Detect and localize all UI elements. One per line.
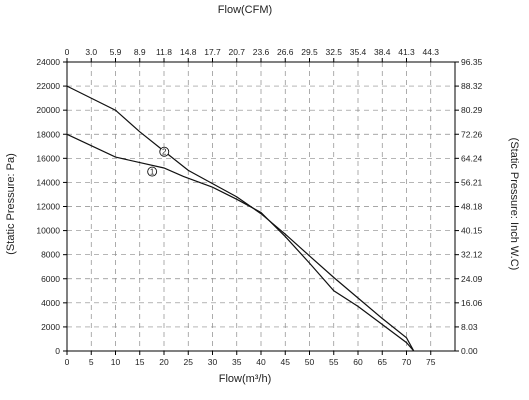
y-right-tick-label: 56.21 xyxy=(461,177,483,187)
curve-marker-circle xyxy=(147,166,158,177)
y-left-tick-label: 4000 xyxy=(41,298,60,308)
x-top-tick-label: 44.3 xyxy=(422,47,439,57)
x-bottom-tick-label: 0 xyxy=(65,357,70,367)
grid xyxy=(67,62,455,351)
y-right-tick-label: 96.35 xyxy=(461,57,483,67)
y-right-tick-label: 0.00 xyxy=(461,346,478,356)
y-right-tick-label: 48.18 xyxy=(461,202,483,212)
x-bottom-tick-label: 45 xyxy=(281,357,291,367)
curves xyxy=(66,85,415,352)
y-left-tick-label: 6000 xyxy=(41,274,60,284)
y-right-tick-label: 24.09 xyxy=(461,274,483,284)
x-bottom-tick-label: 35 xyxy=(232,357,242,367)
x-top-tick-label: 32.5 xyxy=(325,47,342,57)
x-bottom-tick-label: 50 xyxy=(305,357,315,367)
x-top-tick-label: 41.3 xyxy=(398,47,415,57)
x-top-tick-label: 8.9 xyxy=(134,47,146,57)
x-top-tick-label: 35.4 xyxy=(350,47,367,57)
x-bottom-tick-label: 25 xyxy=(184,357,194,367)
x-bottom-axis-title: Flow(m³/h) xyxy=(219,373,272,385)
curve-marker-1: 1 xyxy=(147,166,158,177)
x-top-tick-label: 14.8 xyxy=(180,47,197,57)
y-left-tick-label: 20000 xyxy=(36,105,60,115)
y-left-axis-title: (Static Pressure: Pa) xyxy=(5,153,17,254)
curve-2 xyxy=(66,85,415,352)
y-right-tick-label: 32.12 xyxy=(461,250,483,260)
x-top-axis-title: Flow(CFM) xyxy=(218,4,272,16)
y-left-tick-label: 8000 xyxy=(41,250,60,260)
x-bottom-tick-label: 60 xyxy=(353,357,363,367)
x-bottom-tick-label: 40 xyxy=(256,357,266,367)
x-bottom-tick-label: 75 xyxy=(426,357,436,367)
y-left-tick-label: 10000 xyxy=(36,226,60,236)
curve-1 xyxy=(66,133,415,352)
x-top-tick-label: 17.7 xyxy=(204,47,221,57)
x-top-tick-label: 26.6 xyxy=(277,47,294,57)
curve-marker-label: 2 xyxy=(162,148,167,157)
y-left-tick-label: 2000 xyxy=(41,322,60,332)
y-left-tick-label: 22000 xyxy=(36,81,60,91)
x-bottom-tick-label: 70 xyxy=(402,357,412,367)
y-left-tick-label: 14000 xyxy=(36,177,60,187)
x-bottom-tick-label: 30 xyxy=(208,357,218,367)
y-left-tick-label: 18000 xyxy=(36,129,60,139)
x-top-tick-label: 0 xyxy=(65,47,70,57)
x-bottom-tick-label: 65 xyxy=(378,357,388,367)
x-top-tick-label: 11.8 xyxy=(156,47,172,57)
y-left-tick-label: 16000 xyxy=(36,153,60,163)
y-left-tick-label: 0 xyxy=(55,346,60,356)
y-right-tick-label: 16.06 xyxy=(461,298,483,308)
y-right-tick-label: 40.15 xyxy=(461,226,483,236)
y-right-tick-label: 8.03 xyxy=(461,322,478,332)
y-right-axis-title: (Static Pressure: Inch W.C) xyxy=(508,138,520,271)
x-bottom-tick-label: 5 xyxy=(89,357,94,367)
y-left-tick-label: 24000 xyxy=(36,57,60,67)
curve-marker-2: 2 xyxy=(159,146,170,157)
y-left-tick-label: 12000 xyxy=(36,202,60,212)
x-bottom-tick-label: 20 xyxy=(159,357,169,367)
curve-markers: 12 xyxy=(147,146,170,177)
curve-marker-label: 1 xyxy=(150,168,155,177)
y-right-tick-label: 72.26 xyxy=(461,129,483,139)
y-right-tick-label: 88.32 xyxy=(461,81,483,91)
x-bottom-tick-label: 15 xyxy=(135,357,145,367)
x-bottom-tick-label: 55 xyxy=(329,357,339,367)
x-bottom-tick-label: 10 xyxy=(111,357,121,367)
x-top-tick-label: 29.5 xyxy=(301,47,318,57)
x-top-tick-label: 20.7 xyxy=(228,47,245,57)
x-top-tick-label: 23.6 xyxy=(253,47,270,57)
curve-marker-circle xyxy=(159,146,170,157)
x-top-tick-label: 38.4 xyxy=(374,47,391,57)
y-right-tick-label: 80.29 xyxy=(461,105,483,115)
x-top-tick-label: 3.0 xyxy=(85,47,97,57)
axis-ticks: 0 5 10 15 20 25 30 35 40 45 50 55 60 65 70 750 3.0 5.9 8.9… xyxy=(36,47,482,367)
y-right-tick-label: 64.24 xyxy=(461,153,483,163)
x-top-tick-label: 5.9 xyxy=(110,47,122,57)
